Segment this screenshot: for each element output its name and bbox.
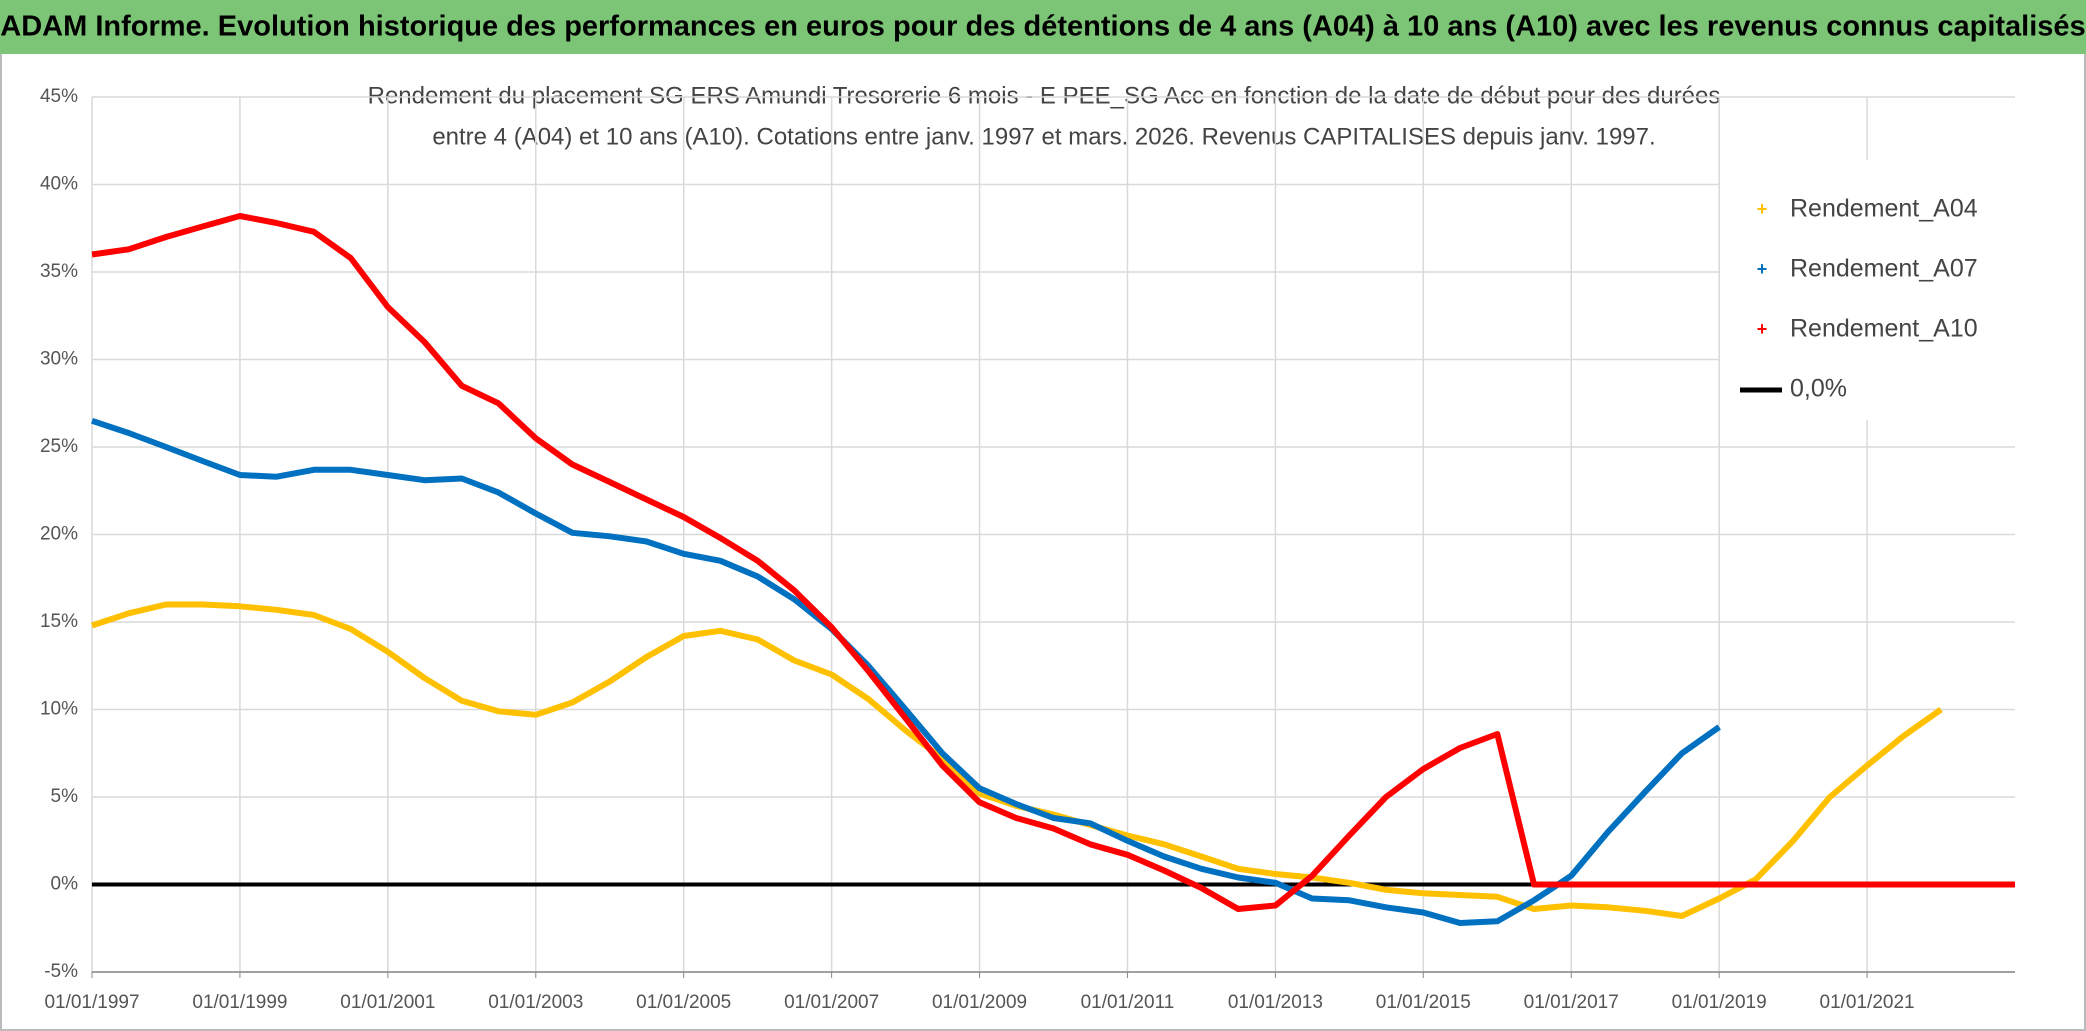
y-tick-label: 35%	[40, 261, 78, 282]
x-tick-label: 01/01/2005	[636, 992, 731, 1013]
y-tick-label: 15%	[40, 611, 78, 632]
x-tick-label: 01/01/2007	[784, 992, 879, 1013]
legend-label: Rendement_A10	[1790, 315, 1978, 343]
y-tick-label: 40%	[40, 174, 78, 195]
series-line	[91, 213, 2015, 912]
legend: + Rendement_A04 + Rendement_A07 + Rendement_A…	[1720, 160, 2015, 420]
legend-label: Rendement_A04	[1790, 195, 1978, 223]
x-tick-label: 01/01/2003	[488, 992, 583, 1013]
y-tick-label: 10%	[40, 699, 78, 720]
header-bar	[0, 0, 2086, 54]
legend-label: Rendement_A07	[1790, 255, 1978, 283]
y-tick-label: 5%	[51, 786, 79, 807]
x-tick-label: 01/01/2015	[1376, 992, 1471, 1013]
x-tick-label: 01/01/2009	[932, 992, 1027, 1013]
chart-subtitle: Rendement du placement SG ERS Amundi Tre…	[368, 82, 1721, 109]
legend-swatch: +	[1757, 259, 1768, 279]
y-tick-label: 30%	[40, 349, 78, 370]
y-tick-label: 25%	[40, 436, 78, 457]
x-tick-label: 01/01/2001	[340, 992, 435, 1013]
chart-title: ADAM Informe. Evolution historique des p…	[0, 11, 2085, 43]
grid	[91, 96, 2015, 973]
y-tick-label: -5%	[44, 961, 78, 982]
legend-box	[1720, 160, 2015, 420]
y-tick-label: 45%	[40, 86, 78, 107]
legend-label: 0,0%	[1790, 375, 1847, 403]
legend-swatch: +	[1757, 199, 1768, 219]
y-tick-label: 20%	[40, 524, 78, 545]
x-tick-label: 01/01/1999	[192, 992, 287, 1013]
chart-subtitle: entre 4 (A04) et 10 ans (A10). Cotations…	[432, 123, 1655, 150]
x-tick-label: 01/01/2021	[1820, 992, 1915, 1013]
x-tick-label: 01/01/1997	[44, 992, 139, 1013]
series-line	[91, 417, 1721, 926]
x-tick-label: 01/01/2013	[1228, 992, 1323, 1013]
x-tick-label: 01/01/2017	[1524, 992, 1619, 1013]
legend-swatch: +	[1757, 319, 1768, 339]
y-tick-label: 0%	[51, 874, 79, 895]
x-tick-label: 01/01/2011	[1081, 992, 1175, 1013]
x-tick-label: 01/01/2019	[1672, 992, 1767, 1013]
